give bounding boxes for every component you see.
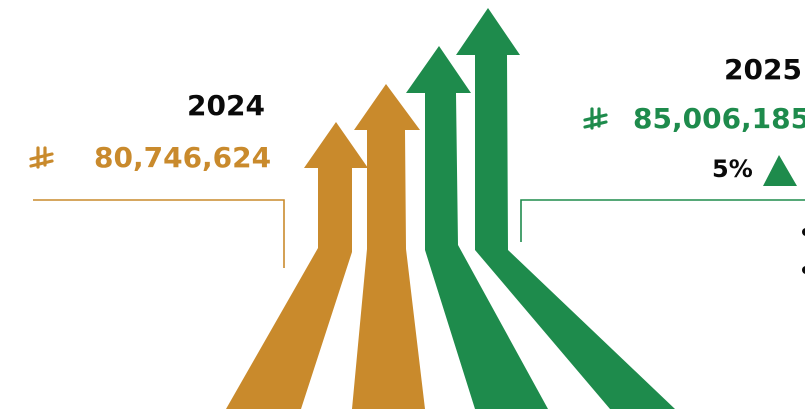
left-bracket-line (33, 199, 285, 268)
value-2025: 85,006,185 (633, 102, 805, 135)
gold-arrow-2 (352, 84, 425, 409)
gold-arrow-1 (226, 122, 368, 409)
right-bracket-line (520, 199, 805, 242)
green-arrow-1 (406, 46, 548, 409)
up-triangle-icon (763, 155, 797, 186)
cropped-glyph (802, 228, 805, 236)
cropped-glyph (802, 266, 805, 274)
change-percent: 5% (712, 155, 753, 183)
riyal-icon (582, 106, 610, 134)
riyal-icon (28, 145, 56, 173)
green-arrow-2 (456, 8, 675, 409)
year-2025-label: 2025 (724, 53, 802, 86)
year-2024-label: 2024 (187, 89, 265, 122)
value-2024: 80,746,624 (94, 141, 272, 174)
